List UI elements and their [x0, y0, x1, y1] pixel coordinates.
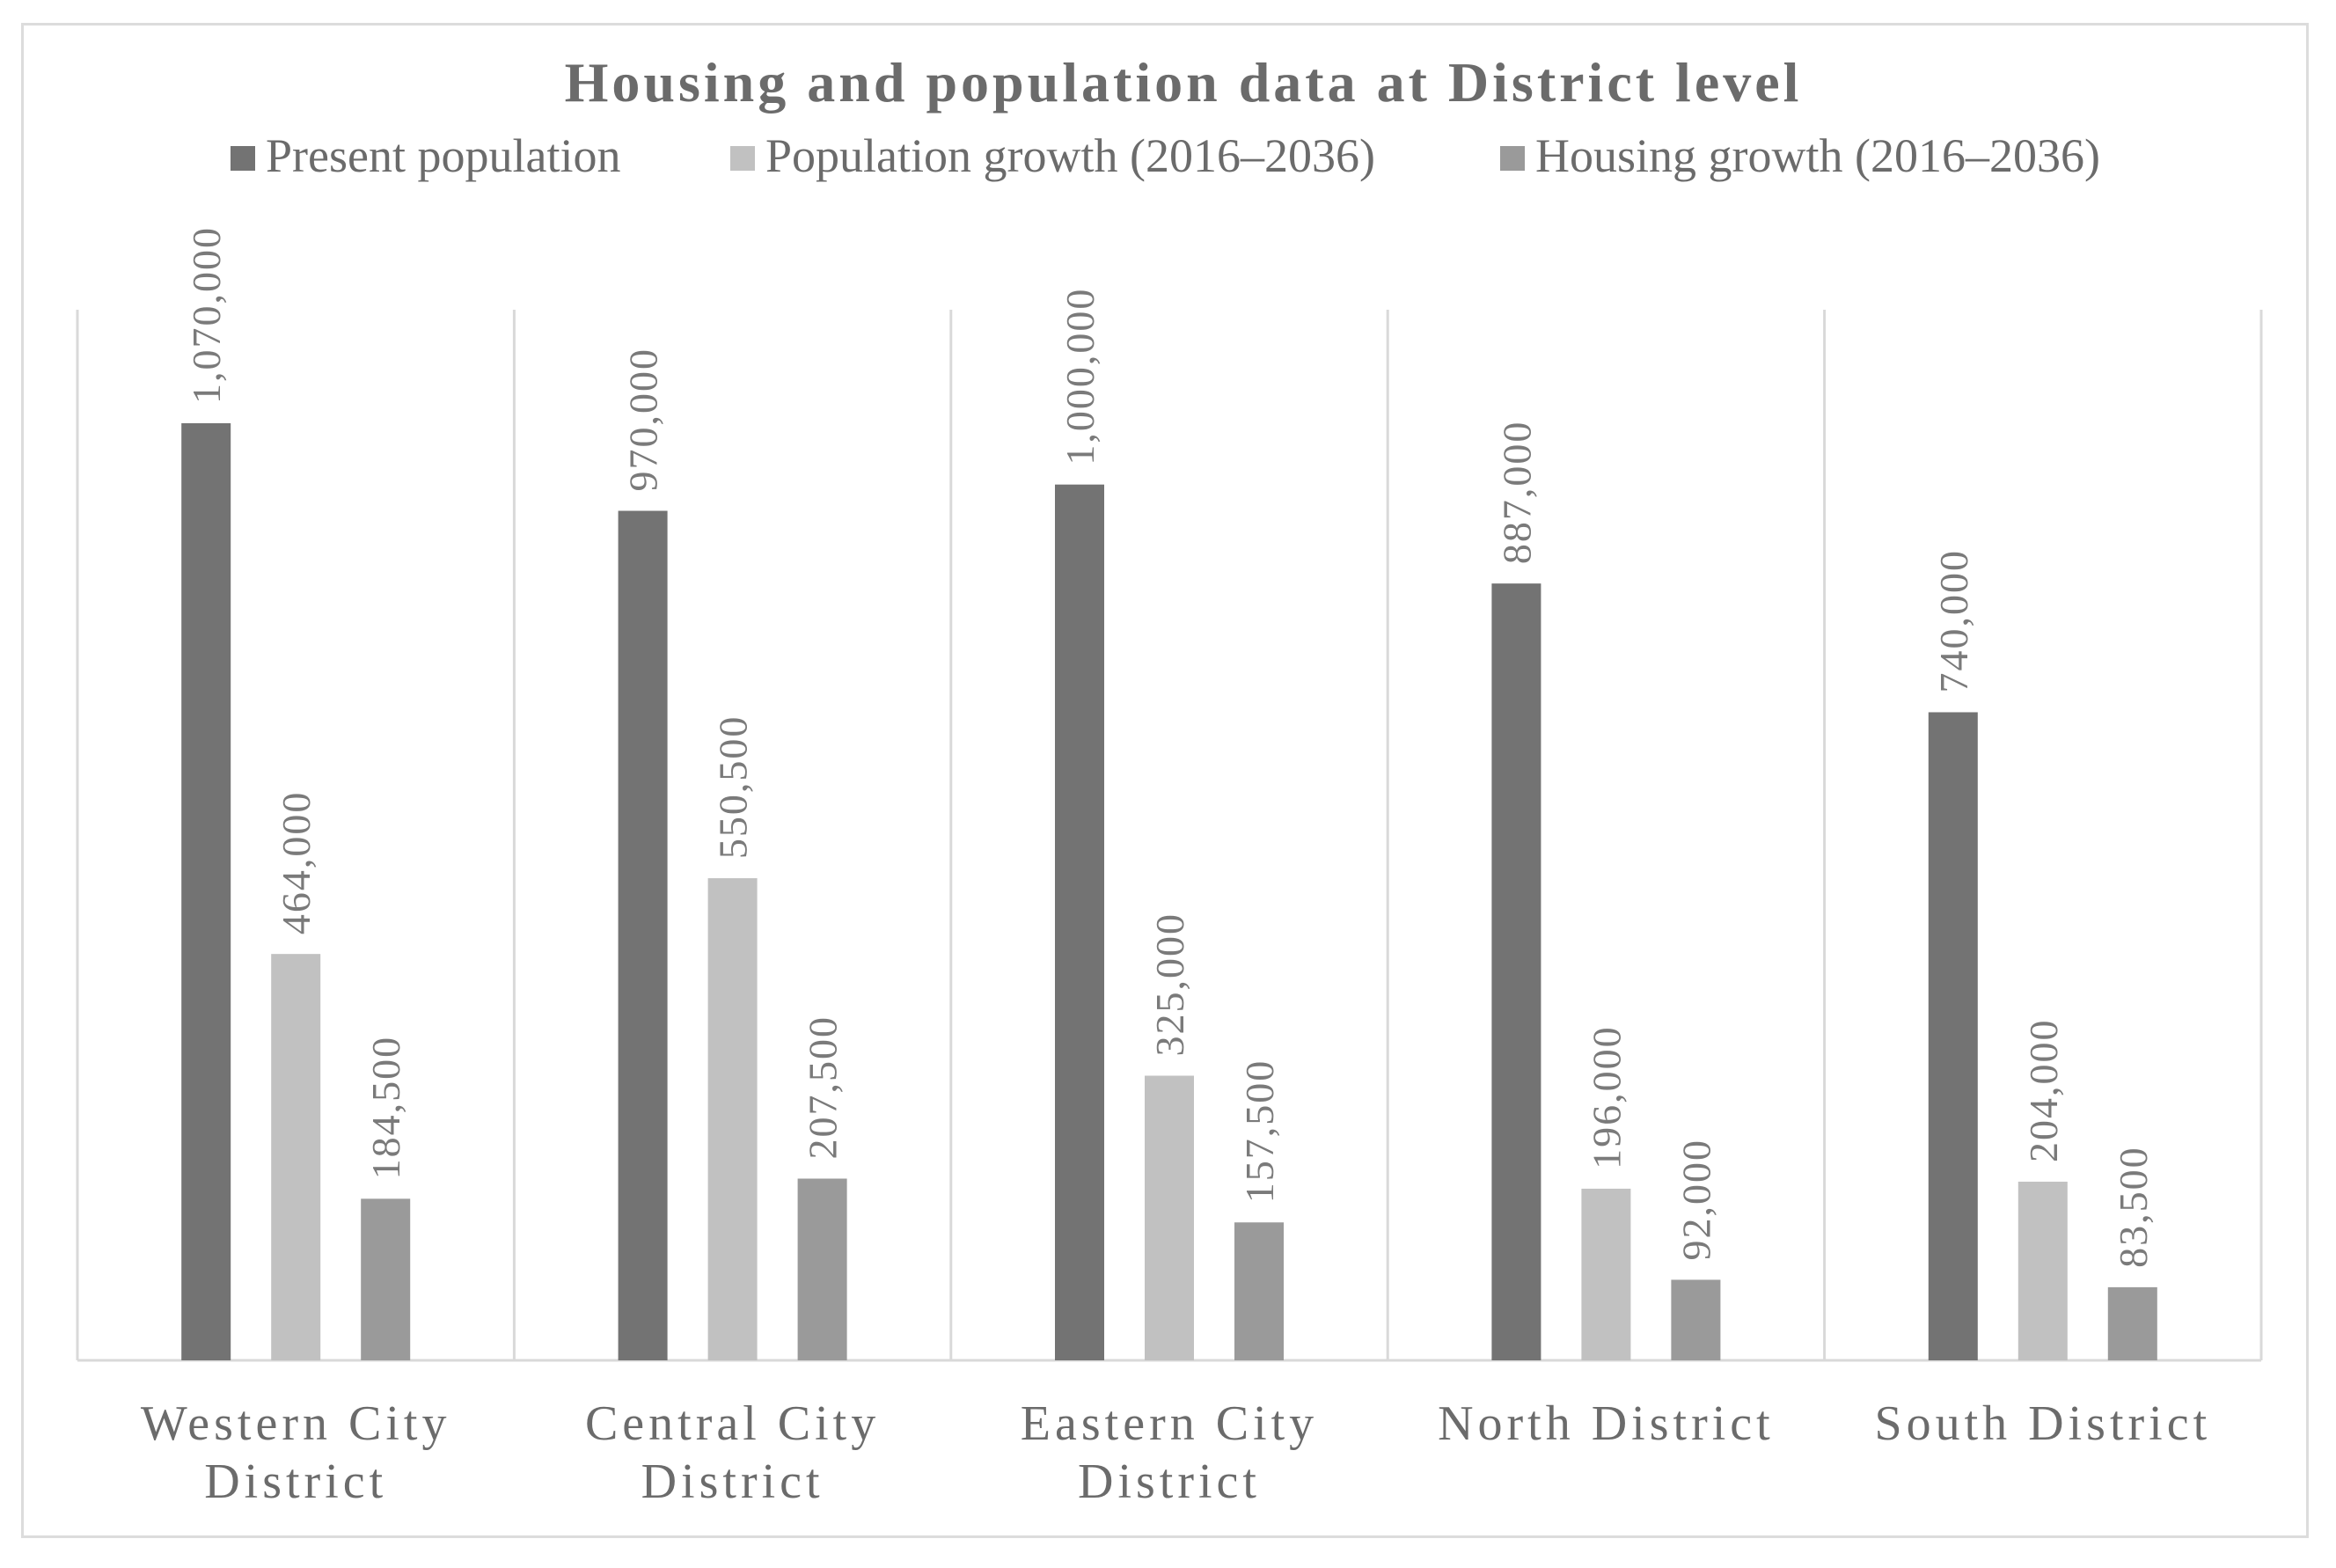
- legend-label-3: Housing growth (2016–2036): [1535, 129, 2100, 182]
- bar-2-group-3[interactable]: [1145, 1075, 1194, 1360]
- data-label: 325,000: [1147, 912, 1192, 1057]
- bar-3-group-3[interactable]: [1234, 1222, 1284, 1360]
- bar-1-group-5[interactable]: [1928, 712, 1978, 1360]
- data-label: 1,000,000: [1058, 288, 1102, 465]
- data-label: 740,000: [1931, 549, 1976, 693]
- category-label-3: District: [1078, 1454, 1261, 1509]
- category-label-4: North District: [1438, 1396, 1775, 1451]
- category-label-1: District: [204, 1454, 387, 1509]
- data-label: 196,000: [1584, 1025, 1629, 1169]
- data-label: 970,000: [621, 348, 666, 492]
- data-label: 464,000: [274, 791, 319, 935]
- bar-3-group-5[interactable]: [2107, 1286, 2157, 1360]
- bar-2-group-2[interactable]: [707, 878, 758, 1360]
- bar-2-group-1[interactable]: [271, 954, 321, 1360]
- chart-title: Housing and population data at District …: [565, 51, 1803, 114]
- data-label: 1,070,000: [184, 226, 229, 404]
- legend-swatch-2: [730, 146, 755, 171]
- legend-label-1: Present population: [266, 129, 620, 182]
- legend-swatch-3: [1500, 146, 1525, 171]
- data-label: 92,000: [1673, 1139, 1718, 1260]
- bar-2-group-5[interactable]: [2017, 1181, 2068, 1360]
- bar-3-group-1[interactable]: [361, 1198, 411, 1360]
- legend-swatch-1: [231, 146, 255, 171]
- bar-3-group-2[interactable]: [797, 1178, 847, 1360]
- data-label: 207,500: [801, 1015, 846, 1160]
- bar-1-group-4[interactable]: [1491, 583, 1541, 1360]
- data-label: 184,500: [363, 1036, 408, 1180]
- category-label-2: District: [641, 1454, 824, 1509]
- data-label: 83,500: [2111, 1146, 2156, 1268]
- bar-1-group-1[interactable]: [181, 423, 231, 1360]
- category-label-2: Central City: [585, 1396, 880, 1451]
- data-label: 157,500: [1237, 1059, 1282, 1204]
- data-label: 887,000: [1494, 421, 1539, 565]
- category-label-5: South District: [1874, 1396, 2211, 1451]
- legend-label-2: Population growth (2016–2036): [765, 129, 1375, 182]
- bar-1-group-2[interactable]: [618, 510, 668, 1360]
- bar-3-group-4[interactable]: [1671, 1279, 1721, 1360]
- category-label-1: Western City: [141, 1396, 451, 1451]
- data-label: 204,000: [2021, 1018, 2066, 1162]
- category-label-3: Eastern City: [1021, 1396, 1318, 1451]
- bar-2-group-4[interactable]: [1581, 1188, 1631, 1360]
- bar-1-group-3[interactable]: [1055, 484, 1104, 1360]
- data-label: 550,500: [711, 715, 756, 860]
